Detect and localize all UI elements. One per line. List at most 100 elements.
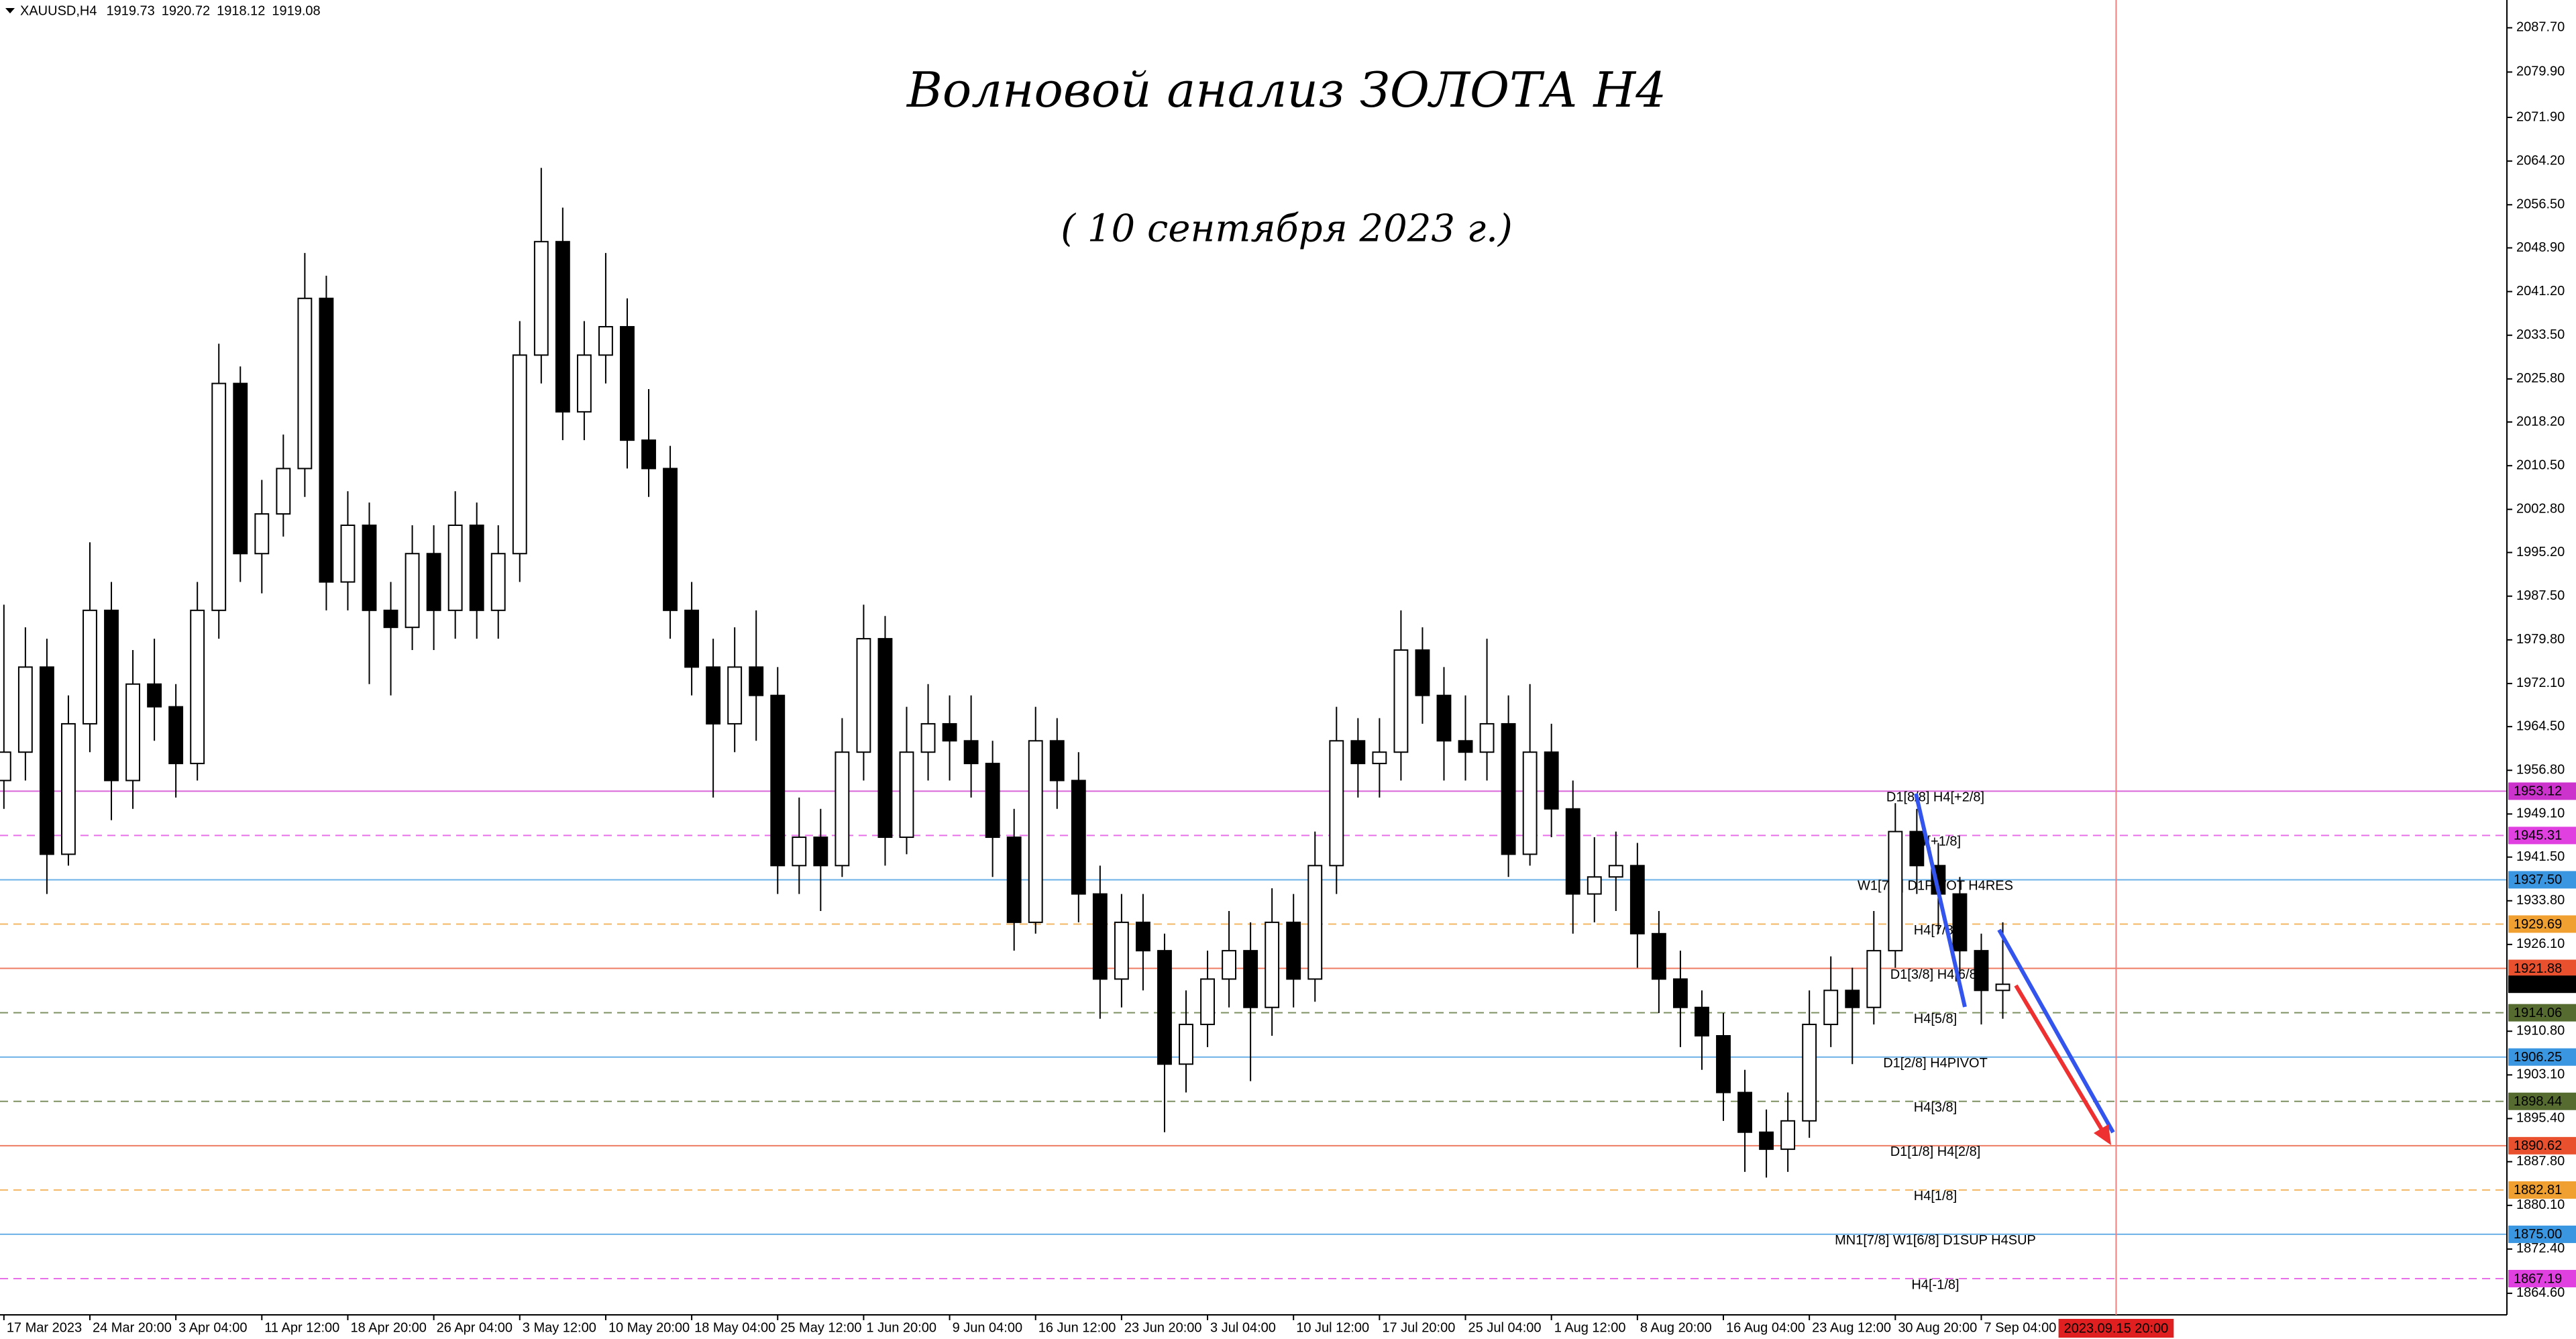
x-tick-label: 18 Apr 20:00	[350, 1320, 426, 1335]
candle-body	[1737, 1091, 1752, 1133]
x-tick-label: 16 Jun 12:00	[1038, 1320, 1116, 1335]
candle-body	[706, 666, 721, 725]
candle-body	[749, 666, 764, 696]
candle-body	[985, 763, 1000, 839]
candle-body	[1265, 921, 1280, 1008]
x-tick-label: 7 Sep 04:00	[1984, 1320, 2056, 1335]
x-tick-label: 23 Jun 20:00	[1124, 1320, 1202, 1335]
candle-body	[1243, 950, 1258, 1008]
chart-subtitle: ( 10 сентября 2023 г.)	[1061, 207, 1512, 251]
candle-body	[254, 513, 270, 555]
y-tick-label: 1926.10	[2516, 936, 2565, 951]
candle-body	[512, 354, 527, 555]
candle-body	[1393, 649, 1409, 753]
candle-body	[1587, 876, 1602, 895]
level-price-box	[2508, 826, 2576, 845]
level-price-label: 1906.25	[2514, 1050, 2562, 1065]
chart-title: Волновой анализ ЗОЛОТА H4	[906, 62, 1666, 118]
level-price-box	[2508, 959, 2576, 977]
candle-body	[792, 837, 807, 867]
y-tick-label: 1864.60	[2516, 1285, 2565, 1300]
x-tick-label: 8 Aug 20:00	[1640, 1320, 1712, 1335]
candle-body	[340, 524, 356, 583]
candle-body	[1995, 983, 2010, 992]
level-price-label: 1867.19	[2514, 1271, 2562, 1286]
candle-body	[1759, 1131, 1774, 1150]
candle-body	[1157, 950, 1172, 1065]
level-name: D1[2/8] H4PIVOT	[1883, 1056, 1988, 1071]
candle-body	[770, 694, 786, 867]
candle-body	[576, 354, 592, 413]
candle-body	[899, 751, 914, 839]
candle-body	[1028, 740, 1043, 923]
level-name: MN1[7/8] W1[6/8] D1SUP H4SUP	[1835, 1233, 2036, 1248]
candle-body	[663, 468, 678, 611]
y-tick-label: 1964.50	[2516, 718, 2565, 733]
candle-body	[83, 609, 97, 725]
candle-body	[426, 553, 441, 611]
dropdown-icon[interactable]	[5, 8, 15, 13]
candle-body	[1823, 989, 1839, 1026]
candle-body	[1458, 740, 1473, 753]
candle-body	[1479, 722, 1495, 753]
candle-body	[147, 683, 162, 708]
candle-body	[469, 524, 484, 611]
x-tick-label: 3 Jul 04:00	[1210, 1320, 1276, 1335]
level-name: D1[1/8] H4[2/8]	[1890, 1144, 1981, 1159]
x-tick-label: 26 Apr 04:00	[437, 1320, 513, 1335]
candle-body	[877, 638, 893, 839]
candle-body	[1802, 1024, 1817, 1122]
symbol: XAUUSD,H4	[20, 3, 97, 18]
candle-body	[856, 638, 871, 753]
candle-body	[1350, 740, 1366, 765]
header-price: 1919.73	[106, 3, 154, 18]
candle-body	[533, 241, 549, 356]
candle-body	[1888, 831, 1903, 952]
x-tick-label: 1 Jun 20:00	[866, 1320, 936, 1335]
candle-body	[1179, 1024, 1193, 1065]
level-price-label: 1921.88	[2514, 961, 2562, 976]
candle-body	[1974, 950, 1989, 992]
wave-line	[1997, 928, 2115, 1134]
candle-body	[1629, 865, 1645, 934]
cursor-label-box	[2058, 1319, 2174, 1338]
candle-body	[1329, 740, 1344, 867]
y-tick-label: 1972.10	[2516, 676, 2565, 690]
level-name: H4[1/8]	[1914, 1189, 1957, 1203]
candle-body	[211, 382, 227, 611]
level-price-box	[2508, 915, 2576, 933]
y-tick-label: 2018.20	[2516, 414, 2565, 429]
level-price-box	[2508, 1004, 2576, 1022]
y-tick-label: 2041.20	[2516, 284, 2565, 299]
y-tick-label: 1910.80	[2516, 1024, 2565, 1038]
candle-body	[383, 609, 398, 629]
candle-body	[813, 837, 828, 867]
header-price: 1918.12	[217, 3, 265, 18]
candle-body	[0, 751, 11, 782]
level-name: H4[5/8]	[1914, 1012, 1957, 1026]
y-tick-label: 2064.20	[2516, 153, 2565, 168]
level-price-box	[2508, 1269, 2576, 1287]
wave-line	[1914, 793, 1967, 1008]
candle-body	[297, 297, 313, 470]
y-tick-label: 1987.50	[2516, 588, 2565, 603]
x-tick-label: 24 Mar 20:00	[93, 1320, 172, 1335]
x-tick-label: 17 Jul 20:00	[1382, 1320, 1455, 1335]
candle-body	[1716, 1034, 1731, 1093]
y-tick-label: 2033.50	[2516, 327, 2565, 342]
candle-body	[190, 609, 205, 765]
candle-body	[555, 241, 570, 413]
candle-body	[1307, 865, 1323, 980]
y-tick-label: 2071.90	[2516, 109, 2565, 124]
candle-body	[1092, 893, 1108, 980]
level-price-label: 1898.44	[2514, 1094, 2562, 1109]
candle-body	[61, 722, 76, 855]
candle-body	[39, 666, 54, 855]
level-price-label: 1890.62	[2514, 1138, 2562, 1153]
x-tick-label: 25 Jul 04:00	[1468, 1320, 1542, 1335]
forecast-arrow	[2014, 984, 2107, 1136]
candle-body	[1909, 831, 1925, 867]
arrow-head	[2094, 1124, 2111, 1145]
candles	[0, 168, 2010, 1178]
